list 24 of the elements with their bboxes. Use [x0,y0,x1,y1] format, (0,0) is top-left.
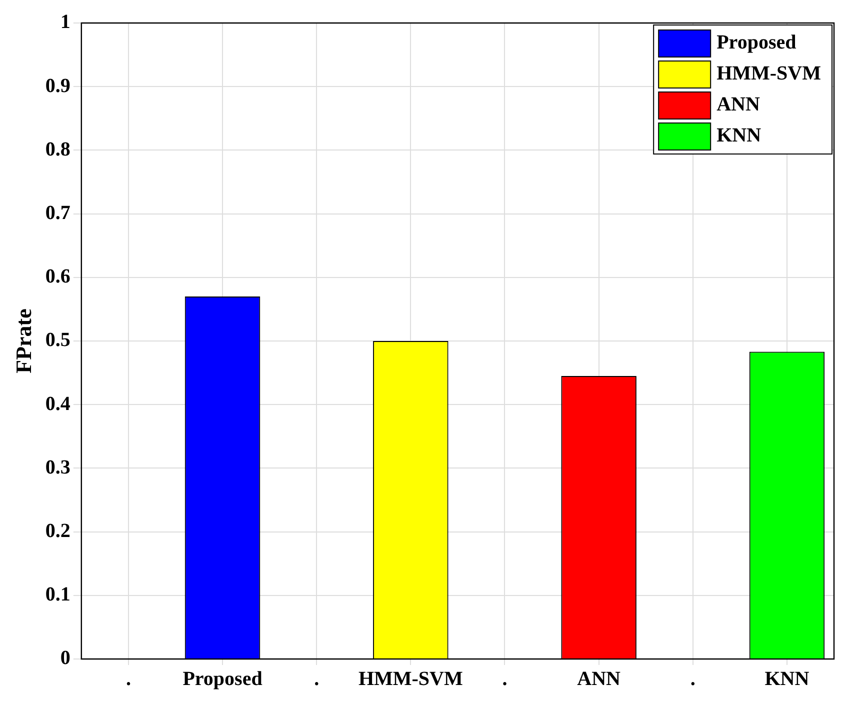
legend-label: Proposed [716,32,796,54]
y-tick-label: 0.6 [45,266,70,288]
y-tick-label: 0.4 [45,392,70,415]
x-tick-label: . [502,668,508,690]
y-tick-label: 0.3 [45,456,70,478]
y-tick-label: 0.2 [45,520,70,542]
y-tick-label: 1 [60,11,70,34]
legend-label: KNN [716,124,762,147]
y-axis-title: FPrate [10,308,36,374]
x-tick-label: ANN [577,668,622,690]
x-tick-label: . [690,668,696,690]
y-tick-label: 0.7 [45,202,70,224]
legend-label: ANN [716,94,760,116]
y-tick-label: 0.1 [45,584,70,606]
x-tick-label: KNN [764,668,810,690]
y-tick-label: 0.9 [45,74,70,97]
x-tick-label: Proposed [182,668,262,690]
y-tick-label: 0.5 [45,329,70,352]
x-tick-label: HMM-SVM [358,668,463,690]
y-tick-label: 0 [60,647,70,670]
legend-label: HMM-SVM [716,62,822,85]
y-tick-label: 0.8 [45,138,70,160]
x-tick-label: . [126,668,131,690]
x-tick-label: . [314,668,320,690]
